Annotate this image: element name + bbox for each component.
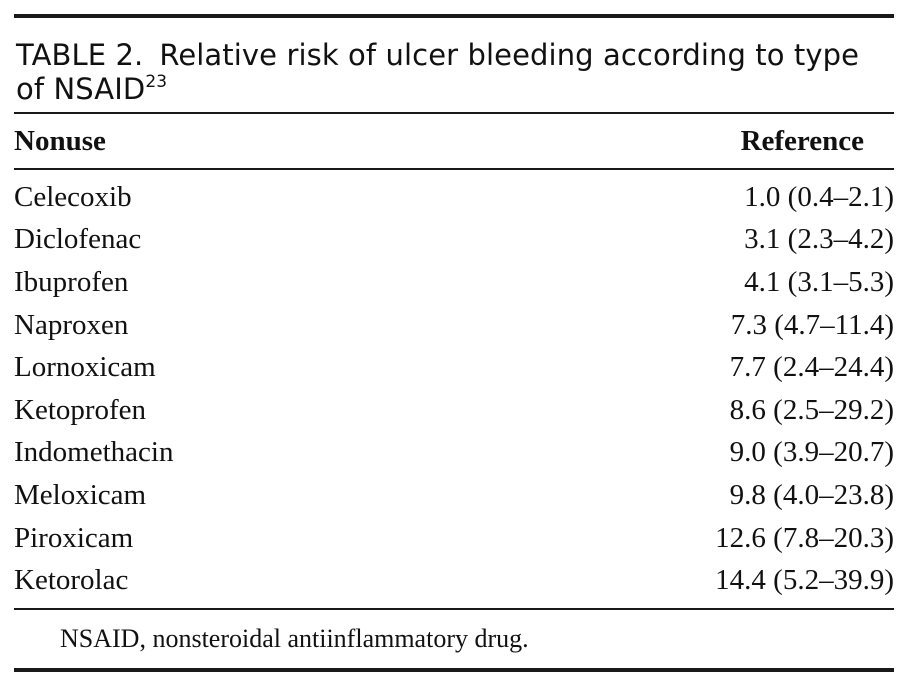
body-rule	[14, 607, 894, 610]
drug-name-cell: Meloxicam	[14, 478, 147, 511]
drug-name-cell: Diclofenac	[14, 223, 142, 256]
drug-name-cell: Ketoprofen	[14, 393, 147, 426]
header-left: Nonuse	[14, 124, 106, 157]
table-row: Lornoxicam 7.7 (2.4–24.4)	[14, 346, 894, 389]
caption-reference: 23	[145, 72, 168, 92]
table-row: Ketorolac 14.4 (5.2–39.9)	[14, 559, 894, 602]
table-row: Diclofenac 3.1 (2.3–4.2)	[14, 219, 894, 262]
header-right: Reference	[740, 124, 864, 157]
relative-risk-cell: 1.0 (0.4–2.1)	[744, 180, 894, 213]
table-row: Ketoprofen 8.6 (2.5–29.2)	[14, 389, 894, 432]
drug-name-cell: Lornoxicam	[14, 351, 156, 384]
relative-risk-cell: 7.7 (2.4–24.4)	[729, 351, 894, 384]
relative-risk-cell: 8.6 (2.5–29.2)	[729, 393, 894, 426]
top-rule	[14, 14, 894, 18]
table-row: Ibuprofen 4.1 (3.1–5.3)	[14, 261, 894, 304]
table-container: TABLE 2. Relative risk of ulcer bleeding …	[14, 14, 894, 672]
table-header-row: Nonuse Reference	[14, 114, 894, 168]
table-row: Indomethacin 9.0 (3.9–20.7)	[14, 432, 894, 475]
relative-risk-cell: 4.1 (3.1–5.3)	[744, 265, 894, 298]
bottom-rule	[14, 667, 894, 672]
relative-risk-cell: 7.3 (4.7–11.4)	[730, 308, 894, 341]
table-body: Celecoxib 1.0 (0.4–2.1) Diclofenac 3.1 (2.3…	[14, 170, 894, 608]
drug-name-cell: Indomethacin	[14, 436, 174, 469]
drug-name-cell: Ibuprofen	[14, 265, 129, 298]
relative-risk-cell: 3.1 (2.3–4.2)	[744, 223, 894, 256]
drug-name-cell: Naproxen	[14, 308, 129, 341]
drug-name-cell: Ketorolac	[14, 564, 129, 597]
table-row: Celecoxib 1.0 (0.4–2.1)	[14, 176, 894, 219]
drug-name-cell: Celecoxib	[14, 180, 132, 213]
table-caption: TABLE 2. Relative risk of ulcer bleeding …	[14, 18, 894, 112]
table-row: Naproxen 7.3 (4.7–11.4)	[14, 304, 894, 347]
caption-label: TABLE 2.	[16, 38, 144, 72]
drug-name-cell: Piroxicam	[14, 521, 134, 554]
relative-risk-cell: 14.4 (5.2–39.9)	[715, 564, 894, 597]
relative-risk-cell: 12.6 (7.8–20.3)	[715, 521, 894, 554]
caption-rule	[14, 112, 894, 114]
header-rule	[14, 168, 894, 170]
table-row: Meloxicam 9.8 (4.0–23.8)	[14, 474, 894, 517]
caption-text: Relative risk of ulcer bleeding accordin…	[16, 38, 860, 106]
relative-risk-cell: 9.8 (4.0–23.8)	[729, 478, 894, 511]
table-row: Piroxicam 12.6 (7.8–20.3)	[14, 517, 894, 560]
table-footnote: NSAID, nonsteroidal antiinflammatory dru…	[60, 623, 529, 653]
relative-risk-cell: 9.0 (3.9–20.7)	[729, 436, 894, 469]
